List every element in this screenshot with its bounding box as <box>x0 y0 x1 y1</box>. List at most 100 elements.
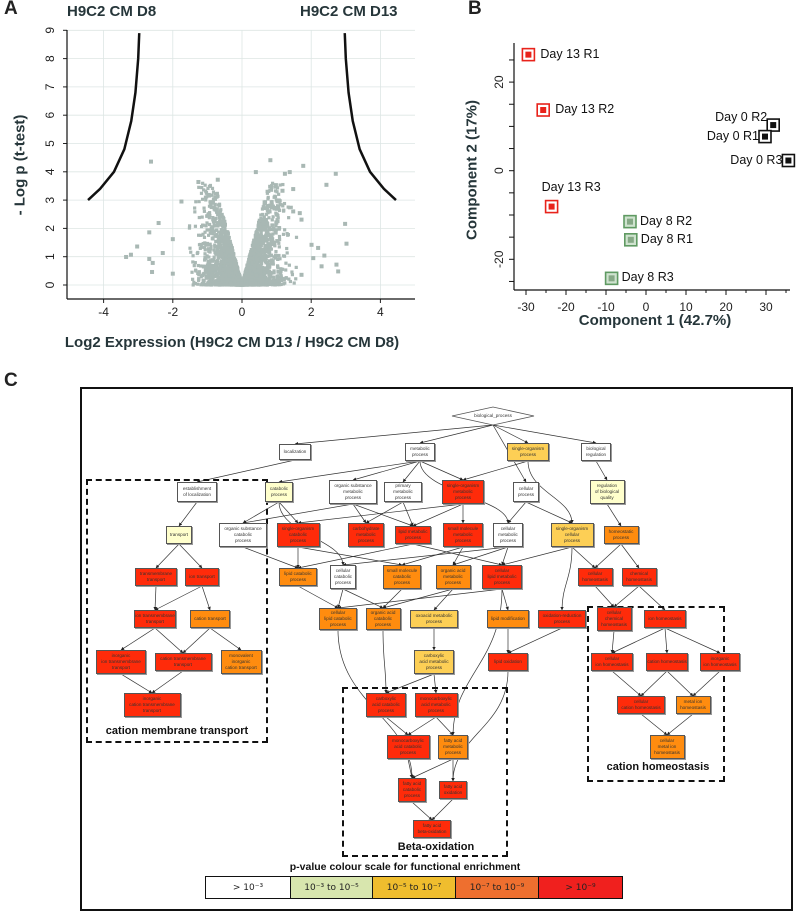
volcano-point <box>226 232 230 236</box>
volcano-point <box>274 231 278 235</box>
volcano-point <box>259 265 263 269</box>
x-tick-label: 30 <box>759 300 773 314</box>
volcano-point <box>260 207 265 211</box>
volcano-point <box>252 268 257 272</box>
volcano-point <box>205 254 209 258</box>
volcano-point <box>268 184 272 188</box>
volcano-point <box>193 268 198 272</box>
volcano-point <box>271 215 275 219</box>
volcano-point <box>269 227 273 232</box>
volcano-point <box>256 257 260 262</box>
volcano-point <box>201 265 206 269</box>
volcano-point <box>233 270 238 274</box>
go-term-fac: fatty acid catabolic process <box>398 778 426 802</box>
volcano-point <box>273 244 277 248</box>
volcano-point <box>201 245 205 249</box>
volcano-point <box>232 256 236 261</box>
pca-point-label: Day 0 R2 <box>715 110 768 125</box>
volcano-point <box>250 249 254 253</box>
volcano-point <box>213 219 217 224</box>
go-term-fabo: fatty acid beta-oxidation <box>413 820 451 838</box>
volcano-point <box>297 211 302 216</box>
volcano-point <box>256 245 260 249</box>
volcano-point <box>256 269 260 273</box>
volcano-point <box>222 267 226 272</box>
volcano-point <box>277 207 281 211</box>
volcano-point <box>252 259 256 264</box>
go-term-breg: biological regulation <box>581 443 611 461</box>
volcano-point <box>199 233 203 237</box>
volcano-point <box>276 281 281 285</box>
volcano-point <box>265 209 270 213</box>
go-edge-iitm-ictm <box>120 673 153 694</box>
volcano-point <box>211 216 215 220</box>
volcano-point <box>264 279 268 284</box>
volcano-point <box>292 281 296 285</box>
volcano-point <box>205 221 209 225</box>
volcano-point <box>209 263 213 267</box>
volcano-point <box>247 277 251 281</box>
volcano-point <box>196 263 200 268</box>
volcano-point <box>270 218 274 222</box>
y-tick-label: 0 <box>43 281 57 288</box>
volcano-point <box>215 193 220 197</box>
volcano-point <box>259 243 263 248</box>
pca-x-label: Component 1 (42.7%) <box>578 312 732 329</box>
volcano-point <box>267 232 271 236</box>
volcano-point <box>334 262 339 267</box>
volcano-point <box>160 251 165 256</box>
volcano-point <box>299 272 304 277</box>
volcano-point <box>211 197 216 201</box>
go-edge-fao-fabo <box>431 798 454 821</box>
volcano-point <box>191 254 195 258</box>
volcano-point <box>285 251 289 255</box>
volcano-point <box>217 262 222 266</box>
volcano-point <box>266 197 270 201</box>
volcano-point <box>257 234 262 238</box>
volcano-point <box>204 224 208 228</box>
volcano-point <box>259 261 264 266</box>
volcano-point <box>266 211 270 215</box>
volcano-point <box>207 216 211 220</box>
volcano-point <box>224 242 229 246</box>
volcano-point <box>220 261 224 265</box>
go-edge-cm-clm <box>501 546 509 566</box>
volcano-point <box>207 204 212 208</box>
volcano-point <box>207 281 211 285</box>
volcano-point <box>261 217 266 221</box>
volcano-point <box>192 280 196 284</box>
volcano-point <box>205 241 210 246</box>
volcano-point <box>220 235 224 239</box>
volcano-point <box>258 278 262 282</box>
volcano-point <box>147 256 152 261</box>
volcano-point <box>263 227 268 231</box>
volcano-point <box>222 244 226 248</box>
volcano-point <box>227 277 231 281</box>
go-edge-catt-mono <box>209 627 242 651</box>
volcano-point <box>207 184 212 189</box>
volcano-point <box>259 275 263 279</box>
volcano-point <box>224 255 228 260</box>
volcano-point <box>215 224 219 228</box>
volcano-point <box>217 215 222 220</box>
volcano-point <box>214 280 218 285</box>
volcano-point <box>170 271 175 276</box>
volcano-point <box>247 265 251 269</box>
go-edge-rbq-homeo <box>606 503 622 527</box>
volcano-point <box>214 274 218 278</box>
go-term-iih: inorganic ion homeostasis <box>700 653 740 671</box>
volcano-point <box>222 230 226 234</box>
volcano-point <box>221 225 226 229</box>
go-edge-cam-mcam <box>433 673 438 694</box>
go-term-cam: carboxylic acid metabolic process <box>414 650 454 674</box>
volcano-point <box>207 194 212 198</box>
go-edge-iontm-iitm <box>120 627 156 651</box>
volcano-point <box>263 253 267 258</box>
volcano-point <box>266 254 270 258</box>
volcano-point <box>227 254 232 258</box>
panel-label-a: A <box>4 0 18 19</box>
volcano-point <box>241 278 245 282</box>
volcano-point <box>252 263 256 268</box>
volcano-point <box>243 279 247 283</box>
